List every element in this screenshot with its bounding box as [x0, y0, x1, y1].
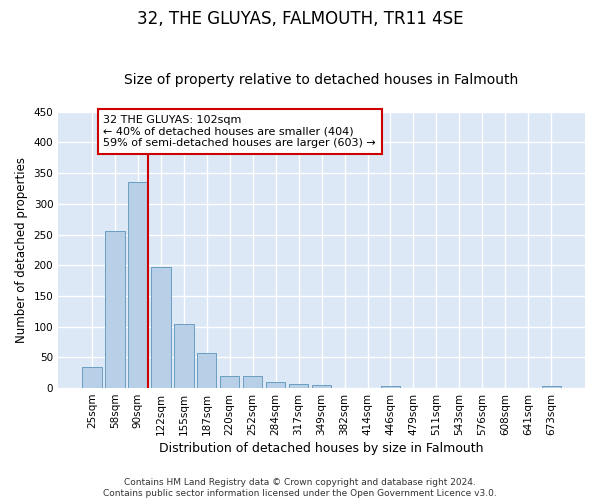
Bar: [381, 386, 400, 388]
Bar: [128, 182, 148, 388]
Bar: [151, 267, 170, 388]
X-axis label: Distribution of detached houses by size in Falmouth: Distribution of detached houses by size …: [160, 442, 484, 455]
Text: Contains HM Land Registry data © Crown copyright and database right 2024.
Contai: Contains HM Land Registry data © Crown c…: [103, 478, 497, 498]
Bar: [197, 353, 217, 388]
Bar: [243, 376, 262, 388]
Bar: [174, 324, 194, 388]
Bar: [266, 382, 286, 388]
Bar: [542, 386, 561, 388]
Y-axis label: Number of detached properties: Number of detached properties: [15, 157, 28, 343]
Bar: [220, 376, 239, 388]
Title: Size of property relative to detached houses in Falmouth: Size of property relative to detached ho…: [124, 73, 519, 87]
Bar: [289, 384, 308, 388]
Bar: [105, 231, 125, 388]
Bar: [312, 385, 331, 388]
Text: 32 THE GLUYAS: 102sqm
← 40% of detached houses are smaller (404)
59% of semi-det: 32 THE GLUYAS: 102sqm ← 40% of detached …: [103, 115, 376, 148]
Bar: [82, 366, 101, 388]
Text: 32, THE GLUYAS, FALMOUTH, TR11 4SE: 32, THE GLUYAS, FALMOUTH, TR11 4SE: [137, 10, 463, 28]
